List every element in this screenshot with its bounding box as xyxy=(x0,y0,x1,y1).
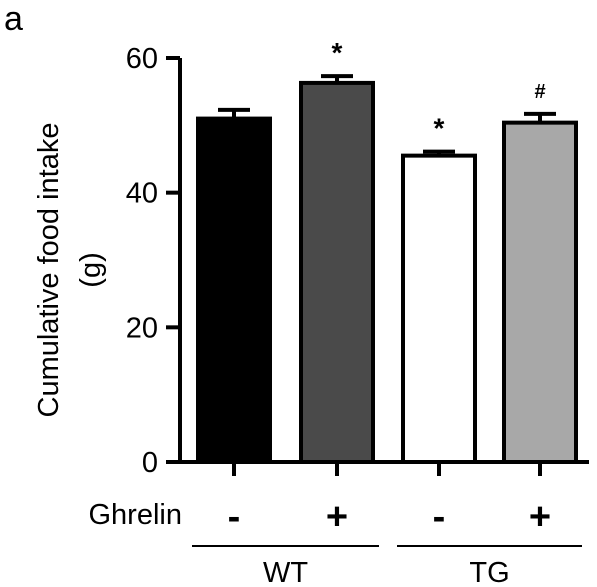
y-axis-title-line2: (g) xyxy=(75,252,107,287)
y-tick-label: 0 xyxy=(142,447,158,479)
bar xyxy=(502,120,578,464)
y-tick-label: 40 xyxy=(126,178,158,210)
treatment-sign: + xyxy=(529,496,551,538)
y-axis-title: Cumulative food intake (g) xyxy=(33,123,107,418)
bar xyxy=(401,153,477,464)
treatment-sign: + xyxy=(326,496,348,538)
group-label: TG xyxy=(469,557,509,587)
bars: * * # xyxy=(196,37,578,476)
treatment-sign: - xyxy=(228,496,241,538)
significance-marker: # xyxy=(534,81,545,103)
panel-label: a xyxy=(4,0,23,38)
y-tick-label: 20 xyxy=(126,312,158,344)
significance-marker: * xyxy=(434,113,445,144)
treatment-label: Ghrelin xyxy=(89,499,183,531)
group-label: WT xyxy=(263,557,308,587)
bar xyxy=(299,80,375,464)
y-axis-title-line1: Cumulative food intake xyxy=(33,123,65,418)
y-axis-ticks: 0 20 40 60 xyxy=(126,43,180,479)
treatment-sign: - xyxy=(433,496,446,538)
bar xyxy=(196,116,272,464)
significance-marker: * xyxy=(332,37,343,68)
y-tick-label: 60 xyxy=(126,43,158,75)
treatment-signs: - + - + xyxy=(228,496,551,538)
group-labels: WT TG xyxy=(192,545,582,587)
